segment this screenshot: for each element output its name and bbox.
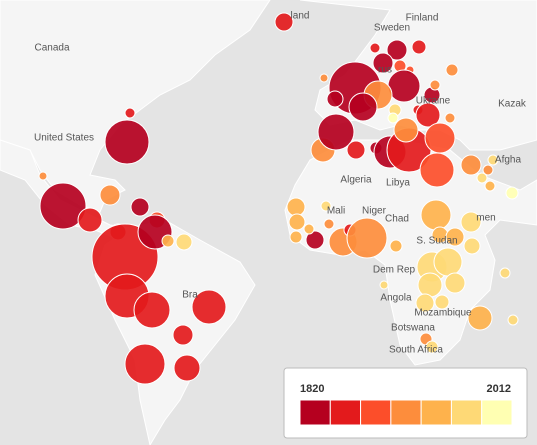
map-label: Chad <box>385 214 409 225</box>
legend-swatch <box>420 399 452 426</box>
bubble <box>191 289 227 325</box>
bubble <box>161 234 175 248</box>
bubble <box>348 92 378 122</box>
map-label: Ukraine <box>416 96 451 107</box>
bubble <box>487 154 499 166</box>
bubble <box>505 186 519 200</box>
map-label: United States <box>34 133 94 144</box>
bubble <box>387 112 399 124</box>
bubble <box>346 140 366 160</box>
map-label: Bra <box>182 290 198 301</box>
bubble <box>389 239 403 253</box>
map-label: S. Sudan <box>416 236 457 247</box>
legend-swatches <box>299 399 513 426</box>
bubble <box>172 324 194 346</box>
map-label: Sweden <box>374 23 410 34</box>
bubble <box>417 272 443 298</box>
legend: 1820 2012 <box>283 367 528 439</box>
map-label: Botswana <box>391 323 435 334</box>
bubble <box>133 291 171 329</box>
bubble <box>429 79 441 91</box>
bubble <box>288 213 306 231</box>
map-label: Kazak <box>498 99 527 110</box>
bubble <box>467 305 493 331</box>
map-label: South Africa <box>389 345 443 356</box>
bubble <box>445 227 465 247</box>
bubble <box>411 39 427 55</box>
legend-end: 2012 <box>487 383 511 395</box>
map-label: Dem Rep <box>373 265 416 276</box>
bubble <box>175 233 193 251</box>
bubble <box>425 340 439 354</box>
bubble <box>444 272 466 294</box>
bubble <box>346 217 388 259</box>
bubble <box>420 199 452 231</box>
bubble <box>507 314 519 326</box>
bubble <box>433 247 463 277</box>
bubble <box>444 112 456 124</box>
bubble <box>130 197 150 217</box>
bubble <box>476 172 488 184</box>
bubble <box>173 354 201 382</box>
map-label: Mozambique <box>414 308 472 319</box>
bubble <box>424 122 456 154</box>
bubble <box>286 197 306 217</box>
bubble <box>303 223 315 235</box>
bubble <box>463 237 481 255</box>
bubble <box>326 90 344 108</box>
bubble <box>320 200 332 212</box>
map-label: Libya <box>386 178 410 189</box>
bubble <box>369 42 381 54</box>
bubble <box>305 230 325 250</box>
bubble <box>38 171 48 181</box>
bubble <box>499 267 511 279</box>
bubble <box>274 12 294 32</box>
legend-swatch <box>450 399 483 426</box>
legend-swatch <box>360 399 392 426</box>
map-label: Niger <box>362 206 387 217</box>
bubble <box>484 180 496 192</box>
map-label: Afgha <box>495 155 522 166</box>
bubble <box>379 280 389 290</box>
bubble <box>460 211 482 233</box>
bubbles <box>38 12 519 385</box>
bubble <box>460 154 482 176</box>
bubble <box>415 293 435 313</box>
map-label: Canada <box>34 43 69 54</box>
bubble <box>415 102 441 128</box>
bubble <box>482 164 494 176</box>
legend-swatch <box>390 399 422 426</box>
bubble <box>77 207 103 233</box>
legend-start: 1820 <box>300 383 324 395</box>
map-label: land <box>291 11 310 22</box>
bubble <box>124 343 166 385</box>
legend-swatch <box>481 399 513 426</box>
legend-swatch <box>329 399 362 426</box>
map-label: Algeria <box>340 175 372 186</box>
bubble <box>323 218 335 230</box>
bubble <box>317 113 355 151</box>
bubble <box>39 182 87 230</box>
bubble <box>434 294 450 310</box>
bubble <box>372 52 394 74</box>
bubble <box>124 107 136 119</box>
map-label: Angola <box>380 293 412 304</box>
bubble <box>445 63 459 77</box>
bubble <box>319 73 329 83</box>
legend-swatch <box>299 399 331 426</box>
map-label: Finland <box>406 13 439 24</box>
bubble <box>289 230 303 244</box>
bubble <box>393 117 419 143</box>
bubble <box>386 39 408 61</box>
bubble <box>104 119 150 165</box>
bubble <box>419 152 455 188</box>
map-label: rus <box>378 65 392 76</box>
map-label: Mali <box>327 206 345 217</box>
bubble <box>99 184 121 206</box>
map-label: men <box>476 213 495 224</box>
